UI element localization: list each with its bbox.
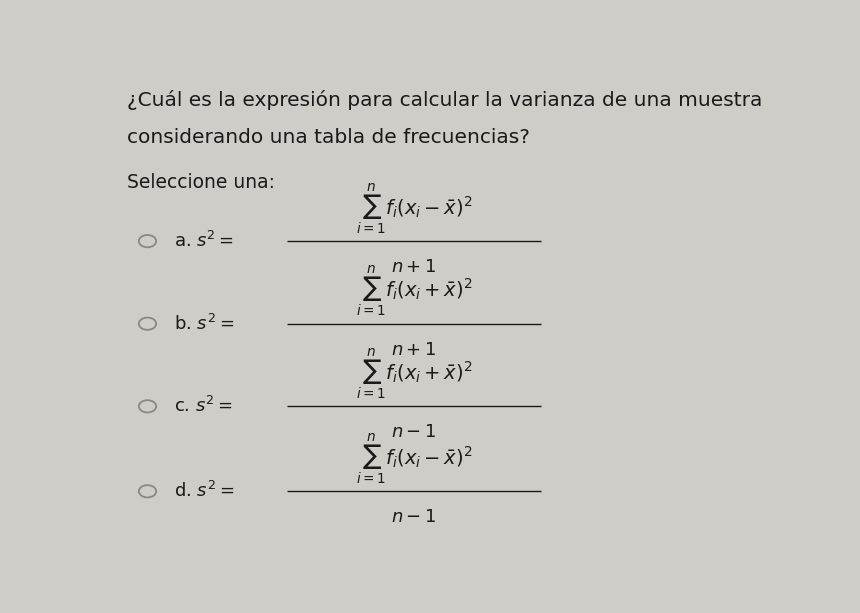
Text: $n-1$: $n-1$ xyxy=(391,424,437,441)
Text: $\sum_{i=1}^{n} f_i(x_i - \bar{x})^2$: $\sum_{i=1}^{n} f_i(x_i - \bar{x})^2$ xyxy=(356,181,472,237)
Text: $n+1$: $n+1$ xyxy=(391,341,437,359)
Text: d. $s^2 =$: d. $s^2 =$ xyxy=(174,481,235,501)
Text: b. $s^2 =$: b. $s^2 =$ xyxy=(174,314,235,333)
Text: Seleccione una:: Seleccione una: xyxy=(127,173,275,192)
Text: $\sum_{i=1}^{n} f_i(x_i + \bar{x})^2$: $\sum_{i=1}^{n} f_i(x_i + \bar{x})^2$ xyxy=(356,264,472,319)
Text: $n+1$: $n+1$ xyxy=(391,258,437,276)
Text: a. $s^2 =$: a. $s^2 =$ xyxy=(174,231,234,251)
Text: c. $s^2 =$: c. $s^2 =$ xyxy=(174,396,233,416)
Text: $\sum_{i=1}^{n} f_i(x_i - \bar{x})^2$: $\sum_{i=1}^{n} f_i(x_i - \bar{x})^2$ xyxy=(356,432,472,487)
Text: $\sum_{i=1}^{n} f_i(x_i + \bar{x})^2$: $\sum_{i=1}^{n} f_i(x_i + \bar{x})^2$ xyxy=(356,347,472,402)
Text: $n-1$: $n-1$ xyxy=(391,508,437,526)
Text: considerando una tabla de frecuencias?: considerando una tabla de frecuencias? xyxy=(127,128,531,147)
Text: ¿Cuál es la expresión para calcular la varianza de una muestra: ¿Cuál es la expresión para calcular la v… xyxy=(127,90,763,110)
